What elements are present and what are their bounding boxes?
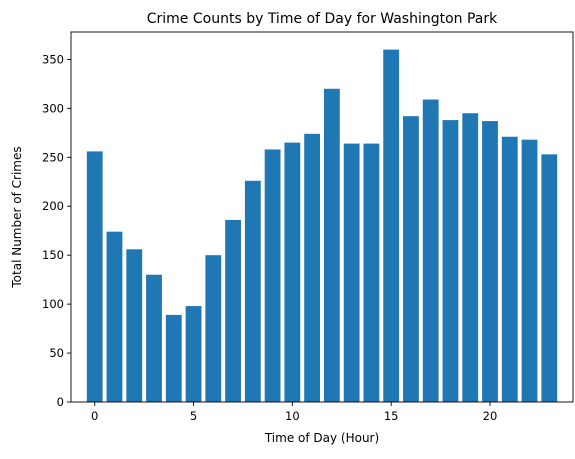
bar-hour-11 [304, 133, 321, 402]
y-tick-label: 200 [42, 199, 64, 213]
bar-hour-20 [482, 121, 498, 403]
bar-hour-19 [462, 113, 479, 403]
x-tick-label: 15 [384, 409, 399, 423]
bar-hour-7 [225, 219, 241, 402]
bar-hour-23 [541, 154, 558, 402]
y-tick-label: 100 [42, 297, 64, 311]
x-tick-label: 5 [190, 409, 197, 423]
bar-hour-9 [264, 149, 281, 402]
bars-layer [86, 49, 558, 403]
bar-hour-14 [363, 143, 380, 403]
chart-title: Crime Counts by Time of Day for Washingt… [147, 11, 498, 27]
y-tick-label: 150 [42, 248, 64, 262]
x-axis-label: Time of Day (Hour) [264, 431, 379, 445]
bar-hour-18 [442, 120, 459, 402]
y-tick-label: 350 [42, 52, 64, 66]
bar-hour-4 [165, 314, 182, 402]
bar-hour-10 [284, 142, 301, 402]
y-axis-label: Total Number of Crimes [10, 146, 24, 288]
bar-hour-12 [323, 88, 340, 402]
bar-hour-13 [343, 143, 360, 403]
bar-hour-2 [126, 249, 143, 402]
bar-hour-6 [205, 255, 222, 402]
bar-hour-22 [521, 139, 538, 403]
y-tick-label: 0 [57, 395, 64, 409]
x-tick-label: 0 [91, 409, 98, 423]
bar-hour-3 [146, 274, 162, 402]
y-tick-label: 50 [49, 346, 64, 360]
bar-hour-8 [244, 180, 261, 402]
bar-hour-16 [403, 116, 419, 402]
y-tick-label: 250 [42, 150, 64, 164]
y-axis-ticks: 0 50 100 150 200 250 300 350 [42, 52, 71, 409]
bar-hour-1 [106, 231, 123, 402]
y-tick-label: 300 [42, 101, 64, 115]
bar-hour-17 [422, 99, 439, 403]
bar-hour-21 [501, 136, 518, 402]
bar-hour-15 [383, 49, 400, 402]
x-axis-ticks: 0 5 10 15 20 [91, 402, 497, 423]
plot-frame [70, 31, 574, 403]
x-tick-label: 10 [285, 409, 300, 423]
bar-hour-0 [86, 151, 103, 402]
x-tick-label: 20 [483, 409, 498, 423]
bar-hour-5 [185, 306, 202, 402]
